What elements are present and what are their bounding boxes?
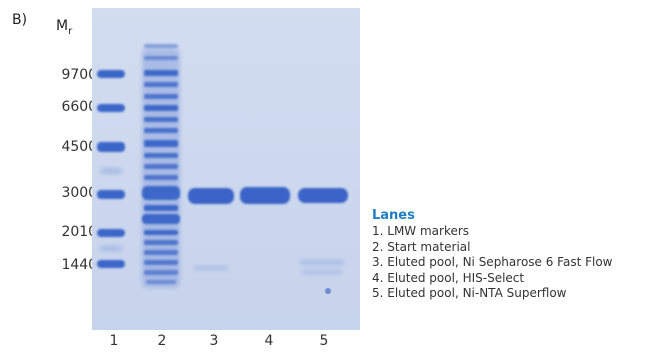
legend-item-lane-3: 3. Eluted pool, Ni Sepharose 6 Fast Flow (372, 255, 613, 269)
lane-1-band-45000 (97, 142, 125, 152)
lane-1-faint-band (100, 246, 122, 251)
lane-1-band-97000 (97, 70, 125, 78)
legend-item-lane-1: 1. LMW markers (372, 224, 470, 238)
lane-2-band (144, 175, 178, 180)
legend-title: Lanes (372, 208, 415, 223)
lane-1-faint-band (100, 168, 122, 174)
gel-svg (92, 8, 360, 330)
lane-5-bands (298, 188, 348, 203)
lane-2-band (144, 82, 178, 87)
panel-label: B) (12, 12, 28, 28)
lane-2-band (144, 128, 178, 133)
lane-4-bands (240, 187, 290, 204)
lane-1-bands (97, 70, 125, 268)
lane-1-band-20100 (97, 229, 125, 237)
lane-3-band-target (188, 188, 234, 204)
lane-2-band (144, 44, 178, 48)
lane-1-smear (100, 168, 122, 251)
lane-5-faint-band (300, 260, 344, 265)
lane-5-faint-band (302, 270, 342, 274)
lane-2-band (144, 270, 178, 275)
lane-2-band (144, 56, 178, 60)
lane-2-band (144, 153, 178, 158)
lane-2-band (144, 164, 178, 169)
legend-item-lane-2: 2. Start material (372, 239, 471, 254)
gel-background (92, 8, 360, 330)
lane-2-band (144, 205, 178, 211)
gel-speck (325, 288, 331, 294)
lane-2-band (144, 94, 178, 99)
lane-2-band (142, 214, 180, 224)
lane-2-band (144, 230, 178, 235)
lane-number-2: 2 (157, 333, 167, 349)
lane-2-bands (142, 44, 180, 284)
lane-number-1: 1 (109, 333, 119, 349)
lanes-3-5-faint-bands (194, 260, 344, 274)
lane-2-band-target (142, 186, 180, 200)
mr-axis-label: Mr (56, 18, 72, 37)
lane-2-band (144, 105, 178, 111)
lane-2-band (144, 117, 178, 122)
mr-label-subscript: r (68, 25, 73, 37)
lane-number-3: 3 (209, 333, 219, 349)
lane-1-band-66000 (97, 104, 125, 112)
lane-1-band-30000 (97, 190, 125, 199)
mr-label-main: M (56, 18, 69, 34)
lanes-legend: Lanes 1. LMW markers 2. Start material 3… (372, 208, 613, 302)
lane-3-faint-band (194, 266, 228, 270)
lane-2-band (146, 280, 176, 284)
lane-2-band (144, 250, 178, 255)
lane-4-band-target (240, 187, 290, 204)
lane-number-5: 5 (319, 333, 329, 349)
lane-1-band-14400 (97, 260, 125, 268)
lane-number-4: 4 (264, 333, 274, 349)
lane-5-band-target (298, 188, 348, 203)
lane-3-bands (188, 188, 234, 204)
lane-2-band (144, 240, 178, 245)
lane-2-band (144, 70, 178, 76)
lane-2-band (144, 260, 178, 265)
gel-image (92, 8, 360, 330)
legend-item-lane-5: 5. Eluted pool, Ni-NTA Superflow (372, 286, 567, 300)
lane-2-band (144, 140, 178, 147)
legend-item-lane-4: 4. Eluted pool, HIS-Select (372, 270, 525, 285)
